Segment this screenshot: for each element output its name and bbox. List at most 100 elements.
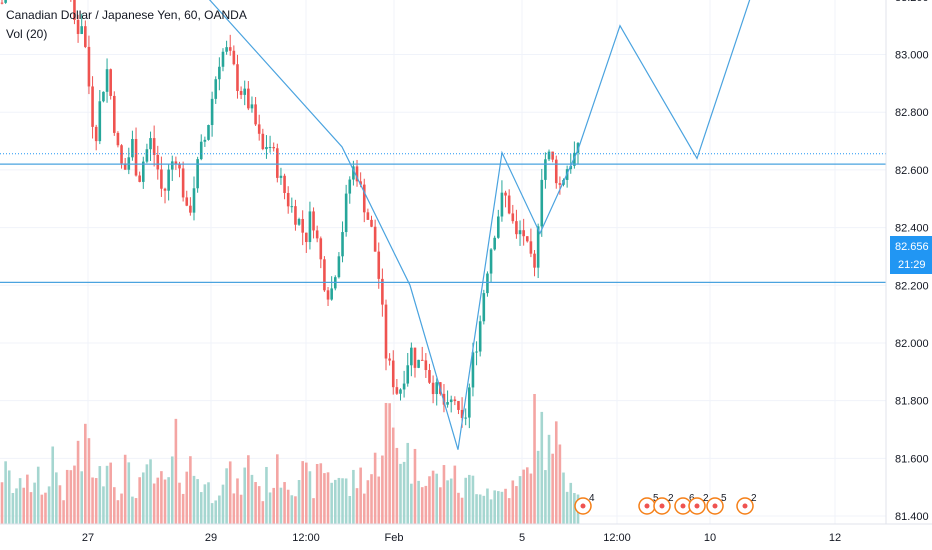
time-axis[interactable]: 27 29 12:00 Feb 5 12:00 10 12 xyxy=(82,532,841,544)
candle-body xyxy=(160,169,163,189)
volume-bar xyxy=(178,482,181,524)
volume-bar xyxy=(323,473,326,524)
volume-bar xyxy=(507,498,511,524)
candle-body xyxy=(446,402,449,405)
candle-body xyxy=(540,179,544,227)
event-marker-count: 2 xyxy=(668,493,674,504)
candle-body xyxy=(167,169,170,191)
volume-bar xyxy=(518,476,522,524)
event-marker-dot xyxy=(742,503,748,509)
price-axis[interactable]: 83.60083.40083.20083.00082.80082.60082.4… xyxy=(895,0,929,523)
volume-bar xyxy=(305,462,308,524)
candle-body xyxy=(214,79,218,99)
candle-body xyxy=(247,88,250,109)
candle-body xyxy=(330,288,333,300)
volume-bar xyxy=(239,494,243,524)
time-tick-label: 12:00 xyxy=(292,532,320,544)
volume-bar xyxy=(120,493,123,524)
volume-bar xyxy=(36,466,40,524)
event-marker[interactable]: 2 xyxy=(688,493,709,515)
volume-bar xyxy=(254,482,257,524)
volume-bar xyxy=(276,454,279,524)
event-marker-dot xyxy=(659,503,665,509)
candle-body xyxy=(218,66,221,80)
event-marker[interactable]: 5 xyxy=(706,493,727,515)
candle-body xyxy=(315,230,319,239)
volume-bar xyxy=(312,498,315,524)
candle-body xyxy=(308,211,312,243)
volume-indicator-label[interactable]: Vol (20) xyxy=(6,27,48,41)
candle-body xyxy=(486,273,489,294)
candle-body xyxy=(250,104,254,109)
volume-bar xyxy=(116,500,120,524)
candle-body xyxy=(518,230,522,235)
volume-bar xyxy=(62,500,65,524)
candle-body xyxy=(573,152,576,166)
volume-bar xyxy=(0,482,4,524)
volume-bar xyxy=(257,486,261,524)
volume-bar xyxy=(11,492,15,524)
candle-body xyxy=(489,249,493,274)
candle-body xyxy=(417,359,420,368)
candle-body xyxy=(272,146,275,149)
volume-bar xyxy=(402,461,406,524)
candle-body xyxy=(141,161,145,182)
chart-grid xyxy=(0,0,886,524)
candle-body xyxy=(73,0,76,20)
candle-body xyxy=(156,154,160,170)
candle-body xyxy=(500,192,504,217)
volume-bar xyxy=(435,473,439,524)
event-marker-count: 6 xyxy=(689,493,695,504)
price-tick-label: 83.000 xyxy=(895,50,929,62)
volume-bar xyxy=(109,462,112,524)
candle-body xyxy=(268,146,272,148)
time-tick-label: 10 xyxy=(704,532,716,544)
volume-bar xyxy=(569,482,573,524)
last-price-tag: 82.656 21:29 xyxy=(890,236,932,274)
volume-bar xyxy=(333,479,337,524)
volume-bar xyxy=(471,475,475,524)
candle-body xyxy=(105,69,109,92)
candle-body xyxy=(395,387,399,394)
volume-bar xyxy=(478,494,482,524)
candle-body xyxy=(87,46,91,87)
volume-bar xyxy=(65,469,69,524)
candle-body xyxy=(283,175,286,193)
event-marker[interactable]: 4 xyxy=(574,493,595,515)
volume-bar xyxy=(515,486,518,524)
candle-body xyxy=(319,238,323,260)
volume-bar xyxy=(475,494,478,524)
candle-body xyxy=(199,141,203,160)
volume-bar xyxy=(113,487,116,524)
candle-body xyxy=(109,69,112,96)
volume-bar xyxy=(431,470,435,524)
event-marker[interactable]: 2 xyxy=(736,493,757,515)
zigzag-drawing[interactable] xyxy=(181,0,766,450)
time-tick-label: 5 xyxy=(519,532,525,544)
candle-body xyxy=(131,138,134,158)
candle-body xyxy=(261,133,265,150)
candle-body xyxy=(297,218,301,225)
volume-bar xyxy=(40,494,44,524)
volume-bar xyxy=(301,461,304,524)
volume-bar xyxy=(247,455,250,524)
volume-bar xyxy=(91,477,94,524)
candle-body xyxy=(305,232,308,243)
candle-body xyxy=(236,64,239,92)
time-tick-label: 12:00 xyxy=(603,532,631,544)
volume-bar xyxy=(102,486,105,524)
candle-body xyxy=(76,19,80,34)
candle-body xyxy=(102,91,105,102)
symbol-title[interactable]: Canadian Dollar / Japanese Yen, 60, OAND… xyxy=(6,8,247,22)
event-marker-count: 5 xyxy=(653,493,659,504)
volume-bar xyxy=(370,474,373,524)
event-marker[interactable]: 2 xyxy=(653,493,674,515)
volume-bar xyxy=(152,483,156,524)
volume-bar xyxy=(214,500,218,524)
volume-bar xyxy=(366,480,370,524)
candle-body xyxy=(449,399,453,403)
trend-drawings[interactable] xyxy=(0,0,886,450)
volume-bar xyxy=(189,456,192,524)
